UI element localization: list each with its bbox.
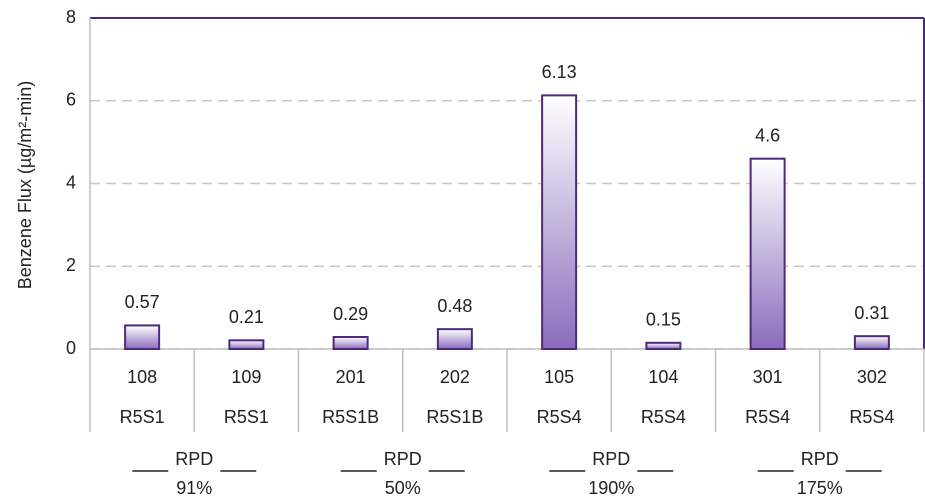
bar — [541, 94, 578, 350]
x-tick-label: 108 — [127, 367, 157, 387]
bar — [645, 341, 682, 351]
group-label: RPD — [175, 449, 213, 469]
value-label: 0.31 — [854, 303, 889, 323]
x-sub-label: R5S4 — [849, 407, 894, 427]
group-label: RPD — [801, 449, 839, 469]
x-tick-label: 202 — [440, 367, 470, 387]
bar — [436, 328, 473, 351]
x-sub-label: R5S1B — [322, 407, 379, 427]
x-sub-label: R5S4 — [745, 407, 790, 427]
bar — [749, 157, 786, 350]
x-tick-label: 109 — [231, 367, 261, 387]
x-sub-label: R5S1B — [426, 407, 483, 427]
group-rpd: 50% — [385, 478, 421, 498]
y-tick-label: 0 — [66, 338, 76, 358]
x-sub-label: R5S4 — [641, 407, 686, 427]
value-label: 0.21 — [229, 307, 264, 327]
group-rpd: 175% — [797, 478, 843, 498]
y-tick-label: 2 — [66, 255, 76, 275]
value-label: 0.15 — [646, 310, 681, 330]
group-label: RPD — [384, 449, 422, 469]
value-label: 0.57 — [125, 292, 160, 312]
bar — [228, 339, 265, 350]
x-sub-label: R5S4 — [537, 407, 582, 427]
bar — [332, 336, 369, 351]
x-tick-label: 201 — [336, 367, 366, 387]
group-rpd: 91% — [176, 478, 212, 498]
value-label: 6.13 — [542, 62, 577, 82]
group-rpd: 190% — [588, 478, 634, 498]
bar — [124, 324, 161, 351]
y-tick-label: 6 — [66, 90, 76, 110]
bar — [853, 335, 890, 350]
y-tick-label: 8 — [66, 7, 76, 27]
value-label: 0.48 — [437, 296, 472, 316]
x-tick-label: 301 — [753, 367, 783, 387]
y-tick-label: 4 — [66, 172, 76, 192]
x-tick-label: 302 — [857, 367, 887, 387]
x-tick-label: 105 — [544, 367, 574, 387]
x-sub-label: R5S1 — [224, 407, 269, 427]
y-axis-title: Benzene Flux (µg/m²-min) — [15, 81, 35, 289]
value-label: 0.29 — [333, 304, 368, 324]
x-tick-label: 104 — [648, 367, 678, 387]
value-label: 4.6 — [755, 125, 780, 145]
group-label: RPD — [592, 449, 630, 469]
x-sub-label: R5S1 — [120, 407, 165, 427]
